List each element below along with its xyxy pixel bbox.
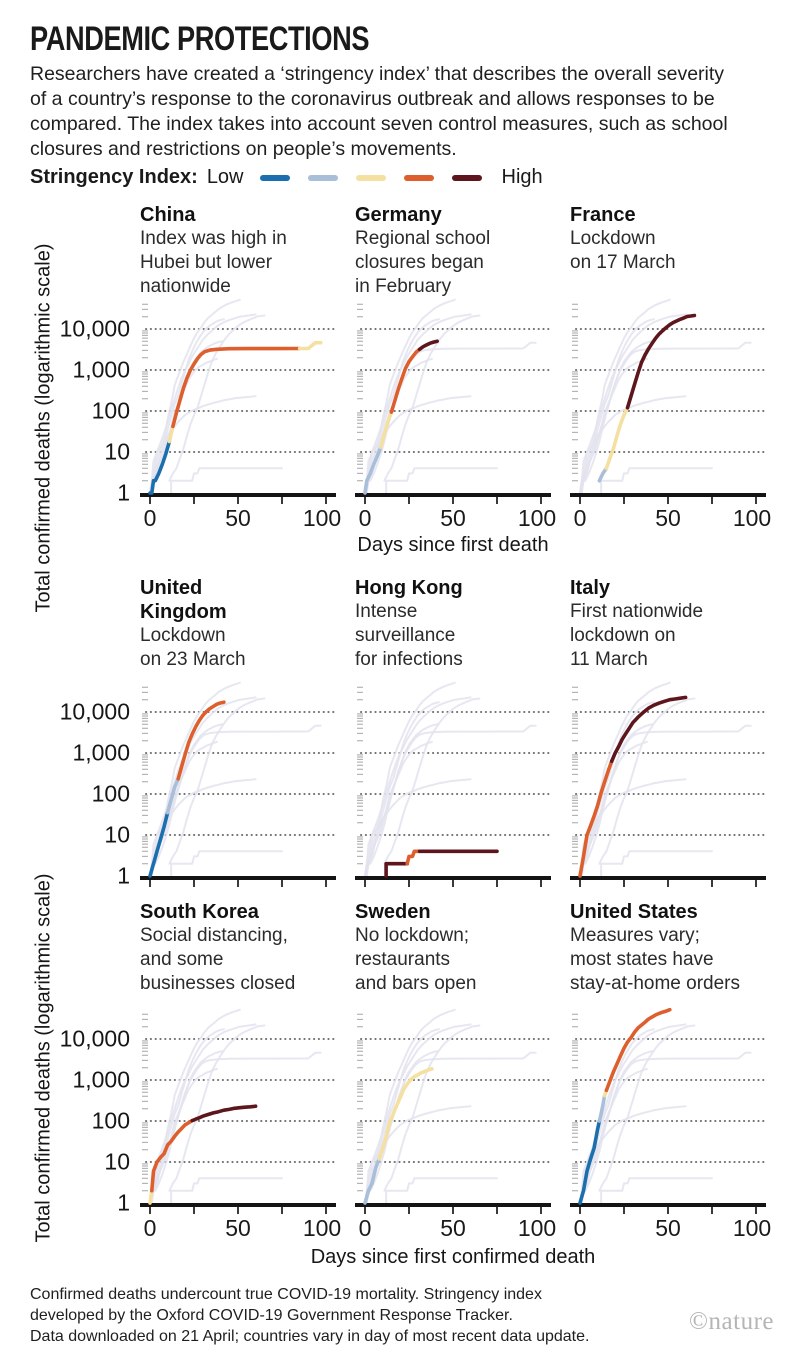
y-tick-label: 10,000	[59, 315, 130, 342]
chart-hongkong	[355, 681, 552, 887]
svg-text:100: 100	[518, 505, 556, 531]
chart-header-france: France Lockdown on 17 March	[570, 203, 772, 275]
svg-text:50: 50	[655, 505, 681, 531]
y-tick-label: 1,000	[72, 1066, 130, 1093]
svg-text:50: 50	[440, 505, 466, 531]
chart-annotation-us: Measures vary; most states have stay-at-…	[570, 925, 741, 994]
chart-title-hongkong: Hong Kong	[355, 577, 463, 599]
chart-annotation-italy: First nationwide lockdown on 11 March	[570, 601, 704, 670]
chart-france: 0 50 100	[570, 298, 771, 531]
y-axis-label-upper: Total confirmed deaths (logarithmic scal…	[32, 243, 55, 613]
chart-header-uk: United Kingdom Lockdown on 23 March	[140, 576, 342, 672]
legend-swatch-high-icon	[451, 174, 482, 181]
svg-text:0: 0	[359, 505, 372, 531]
chart-annotation-uk: Lockdown on 23 March	[140, 625, 246, 670]
svg-text:100: 100	[303, 505, 341, 531]
chart-header-china: China Index was high in Hubei but lower …	[140, 203, 342, 299]
footnote-line: Confirmed deaths undercount true COVID-1…	[30, 1286, 542, 1303]
chart-header-italy: Italy First nationwide lockdown on 11 Ma…	[570, 576, 772, 672]
stringency-legend: Stringency Index: Low High	[30, 166, 543, 189]
y-tick-label: 1	[117, 1189, 130, 1216]
svg-text:0: 0	[144, 1215, 157, 1241]
footnote-line: Data downloaded on 21 April; countries v…	[30, 1328, 590, 1345]
y-tick-label: 1	[117, 862, 130, 889]
chart-header-sweden: Sweden No lockdown; restaurants and bars…	[355, 900, 557, 996]
legend-low-label: Low	[206, 166, 244, 188]
chart-southkorea: 0 50 100	[140, 1008, 341, 1241]
svg-text:0: 0	[359, 1215, 372, 1241]
chart-title-us: United States	[570, 901, 698, 923]
chart-title-southkorea: South Korea	[140, 901, 259, 923]
page-title: PANDEMIC PROTECTIONS	[30, 20, 370, 58]
svg-text:100: 100	[303, 1215, 341, 1241]
chart-annotation-china: Index was high in Hubei but lower nation…	[140, 228, 287, 297]
chart-annotation-france: Lockdown on 17 March	[570, 228, 676, 273]
chart-title-france: France	[570, 204, 636, 226]
legend-title: Stringency Index:	[30, 166, 198, 188]
chart-header-us: United States Measures vary; most states…	[570, 900, 772, 996]
footnote-line: developed by the Oxford COVID-19 Governm…	[30, 1307, 513, 1324]
y-tick-label: 100	[91, 397, 130, 424]
chart-header-southkorea: South Korea Social distancing, and some …	[140, 900, 342, 996]
svg-text:50: 50	[655, 1215, 681, 1241]
y-tick-label: 1,000	[72, 739, 130, 766]
chart-annotation-hongkong: Intense surveillance for infections	[355, 601, 463, 670]
nature-credit: ©nature	[689, 1308, 774, 1335]
chart-title-china: China	[140, 204, 196, 226]
y-tick-label: 10	[104, 438, 130, 465]
legend-swatch-midhigh-icon	[403, 174, 434, 181]
legend-swatch-mid-icon	[355, 174, 386, 181]
legend-swatch-low-icon	[259, 174, 290, 181]
svg-text:0: 0	[574, 1215, 587, 1241]
svg-text:100: 100	[518, 1215, 556, 1241]
y-tick-label: 10	[104, 821, 130, 848]
y-axis-label-lower: Total confirmed deaths (logarithmic scal…	[32, 873, 55, 1243]
svg-text:100: 100	[733, 505, 771, 531]
chart-title-sweden: Sweden	[355, 901, 431, 923]
x-axis-label-row1: Days since first death	[357, 534, 549, 556]
chart-annotation-sweden: No lockdown; restaurants and bars open	[355, 925, 477, 994]
chart-italy	[570, 681, 767, 887]
y-tick-label: 1	[117, 479, 130, 506]
y-tick-label: 100	[91, 780, 130, 807]
intro-text: Researchers have created a ‘stringency i…	[30, 63, 728, 160]
chart-annotation-germany: Regional school closures began in Februa…	[355, 228, 491, 297]
chart-title-germany: Germany	[355, 204, 442, 226]
chart-header-germany: Germany Regional school closures began i…	[355, 203, 557, 299]
chart-title-uk: United Kingdom	[140, 577, 227, 623]
legend-swatch-lowmid-icon	[307, 174, 338, 181]
chart-header-hongkong: Hong Kong Intense surveillance for infec…	[355, 576, 557, 672]
svg-text:50: 50	[225, 1215, 251, 1241]
chart-uk	[140, 681, 337, 887]
chart-china: 0 50 100	[140, 298, 341, 531]
svg-text:50: 50	[440, 1215, 466, 1241]
chart-germany: 0 50 100	[355, 298, 556, 531]
chart-annotation-southkorea: Social distancing, and some businesses c…	[140, 925, 296, 994]
y-tick-label: 10	[104, 1148, 130, 1175]
x-axis-label-row3: Days since first confirmed death	[310, 1246, 596, 1268]
chart-title-italy: Italy	[570, 577, 611, 599]
y-tick-label: 100	[91, 1107, 130, 1134]
legend-high-label: High	[501, 166, 543, 188]
chart-us: 0 50 100	[570, 1007, 771, 1241]
svg-text:100: 100	[733, 1215, 771, 1241]
y-tick-label: 10,000	[59, 698, 130, 725]
chart-sweden: 0 50 100	[355, 1008, 556, 1241]
svg-text:0: 0	[144, 505, 157, 531]
y-tick-label: 10,000	[59, 1025, 130, 1052]
svg-text:0: 0	[574, 505, 587, 531]
svg-text:50: 50	[225, 505, 251, 531]
y-tick-label: 1,000	[72, 356, 130, 383]
